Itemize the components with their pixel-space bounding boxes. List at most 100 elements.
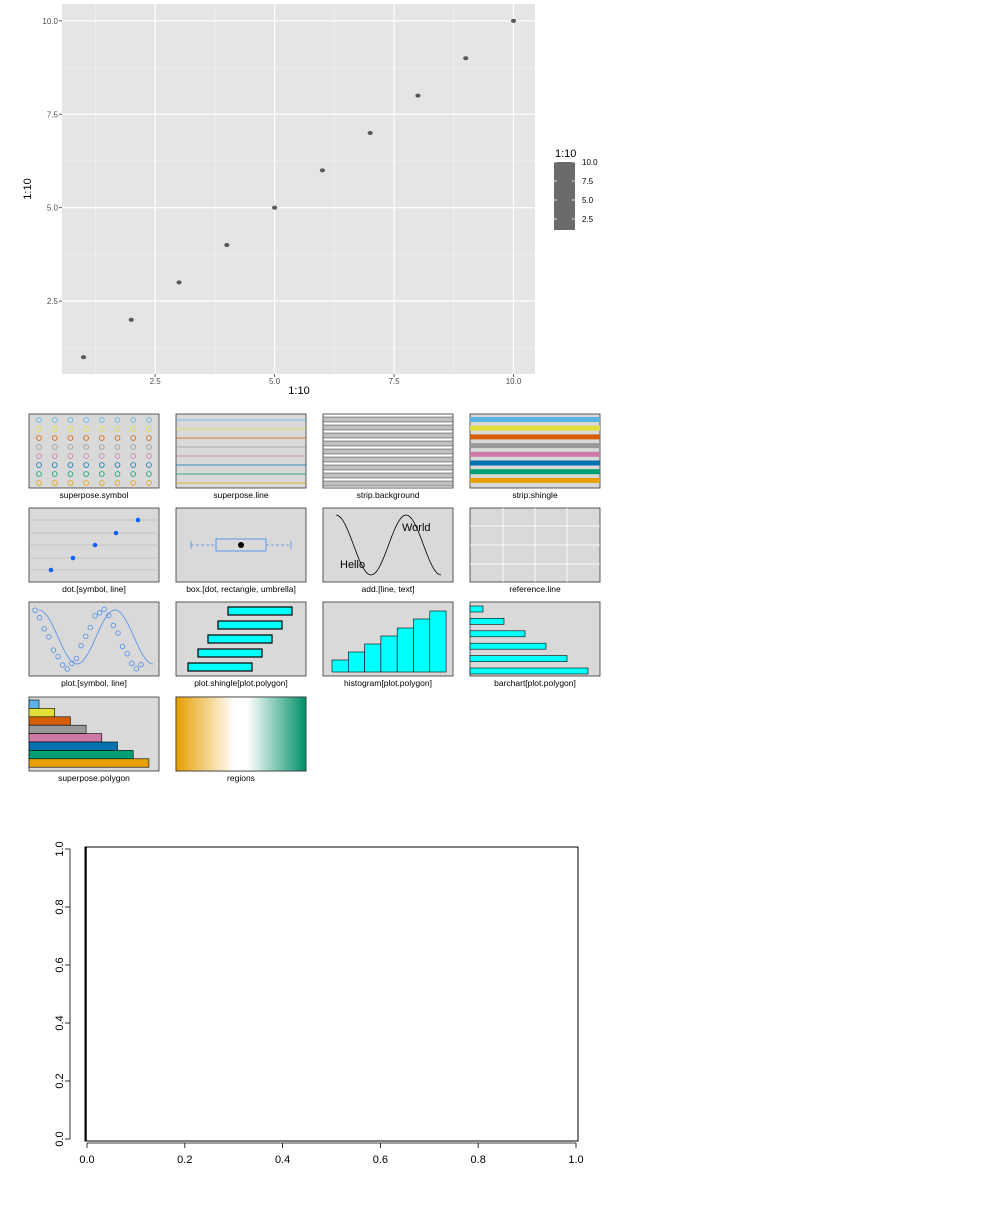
shingle-band xyxy=(470,434,600,440)
histogram-bar xyxy=(380,635,398,673)
panel-label: plot.[symbol, line] xyxy=(61,678,127,688)
scatter-x-ticks: 2.5 5.0 7.5 10.0 xyxy=(150,374,522,386)
symbol-mark xyxy=(114,453,121,459)
symbol-mark xyxy=(36,462,42,468)
legend-label: 10.0 xyxy=(582,158,598,167)
box-median-dot xyxy=(238,542,244,548)
panel-label: reference.line xyxy=(509,584,561,594)
symbol-mark xyxy=(67,480,74,486)
superpose-polygon-bar xyxy=(28,708,56,718)
symbol-mark xyxy=(67,453,74,459)
scatter-major-grid xyxy=(62,4,535,374)
y-tick-label: 0.0 xyxy=(54,1131,66,1146)
plot-symbol xyxy=(36,615,43,621)
superpose-polygon-bar xyxy=(28,733,103,743)
data-point xyxy=(80,355,87,360)
shingle-bar xyxy=(217,620,283,630)
panel-label: histogram[plot.polygon] xyxy=(344,678,432,688)
superpose-polygon-bar xyxy=(28,699,40,709)
x-tick-label: 0.0 xyxy=(79,1154,94,1166)
box-rect xyxy=(215,538,267,552)
theme-panels-grid: superpose.symbol superpose.line strip.back… xyxy=(28,413,601,783)
symbol-mark xyxy=(83,435,89,441)
barchart-bar xyxy=(469,642,547,650)
shingle-band xyxy=(470,460,600,466)
shingle-bar xyxy=(207,634,273,644)
add-line-curve xyxy=(335,514,442,576)
x-tick-label: 7.5 xyxy=(388,377,400,386)
strip-band xyxy=(322,448,454,455)
symbol-mark xyxy=(51,462,58,468)
panel-6: add.[line, text] Hello World xyxy=(322,507,454,594)
scatter-y-ticks: 2.5 5.0 7.5 10.0 xyxy=(42,17,62,306)
scatter-legend: 1:10 10.0 7.5 5.0 2.5 xyxy=(554,148,598,230)
data-point xyxy=(224,243,230,248)
symbol-mark xyxy=(146,453,152,459)
panel-box xyxy=(469,413,601,489)
symbol-mark xyxy=(83,462,89,468)
scatter-panel-background xyxy=(62,4,535,374)
panel-label: strip.background xyxy=(357,490,420,500)
symbol-mark xyxy=(130,471,137,477)
plot-symbol xyxy=(32,607,38,613)
legend-labels: 10.0 7.5 5.0 2.5 xyxy=(554,158,598,224)
y-tick-label: 5.0 xyxy=(47,204,59,213)
symbol-mark xyxy=(36,453,42,459)
panel-0: superpose.symbol xyxy=(28,413,160,500)
add-text-hello: Hello xyxy=(340,559,365,571)
symbol-mark xyxy=(83,453,89,459)
symbol-mark xyxy=(99,426,105,432)
plot-symbol xyxy=(129,660,135,667)
y-tick-label: 1.0 xyxy=(54,841,66,856)
symbol-mark xyxy=(67,444,74,450)
barchart-bar xyxy=(469,667,589,675)
symbol-mark xyxy=(99,435,105,441)
symbol-mark xyxy=(146,480,152,486)
panel-label: plot.shingle[plot.polygon] xyxy=(194,678,288,688)
panel-2: strip.background xyxy=(322,413,454,500)
shingle-band xyxy=(470,477,600,483)
barchart-bar xyxy=(469,655,568,662)
plot-line-curve xyxy=(38,609,154,665)
symbol-mark xyxy=(67,417,74,423)
plot-symbol xyxy=(119,643,126,650)
plot-symbol xyxy=(110,622,117,629)
plot-symbol xyxy=(50,647,57,653)
x-tick-label: 0.6 xyxy=(373,1154,388,1166)
histogram-bar xyxy=(413,618,431,673)
symbol-mark xyxy=(99,453,105,459)
dot-mark xyxy=(113,530,119,536)
plot-symbol xyxy=(106,612,112,619)
symbol-mark xyxy=(130,444,137,450)
symbol-mark xyxy=(36,444,42,450)
strip-band xyxy=(322,424,454,431)
symbol-mark xyxy=(51,471,58,477)
legend-label: 7.5 xyxy=(582,177,594,186)
barchart-bar xyxy=(469,605,484,613)
symbol-mark xyxy=(83,426,89,432)
dot-mark xyxy=(48,567,54,573)
symbol-mark xyxy=(130,426,137,432)
panel-box xyxy=(175,413,307,489)
plot-symbol xyxy=(101,606,107,613)
superpose-polygon-bar xyxy=(28,724,87,734)
symbol-mark xyxy=(51,480,58,486)
scatter-minor-grid xyxy=(62,4,535,374)
symbol-mark xyxy=(67,462,74,468)
strip-band xyxy=(322,456,454,463)
histogram-bar xyxy=(364,643,382,673)
plot-symbol xyxy=(69,660,75,667)
empty-plot: 0.0 0.2 0.4 0.6 0.8 1.0 0.0 0.2 0.4 0.6 0.8 1.0 xyxy=(54,841,584,1166)
symbol-mark xyxy=(51,435,58,441)
data-point xyxy=(272,205,278,210)
dot-mark xyxy=(70,555,76,561)
x-tick-label: 5.0 xyxy=(269,377,281,386)
symbol-mark xyxy=(146,435,152,441)
y-tick-label: 0.2 xyxy=(54,1073,66,1088)
histogram-bar xyxy=(396,627,414,673)
data-point xyxy=(128,317,134,322)
y-tick-label: 0.8 xyxy=(54,899,66,914)
shingle-bar xyxy=(227,606,293,616)
panel-11: barchart[plot.polygon] xyxy=(469,601,601,688)
plot-symbol xyxy=(124,651,130,657)
